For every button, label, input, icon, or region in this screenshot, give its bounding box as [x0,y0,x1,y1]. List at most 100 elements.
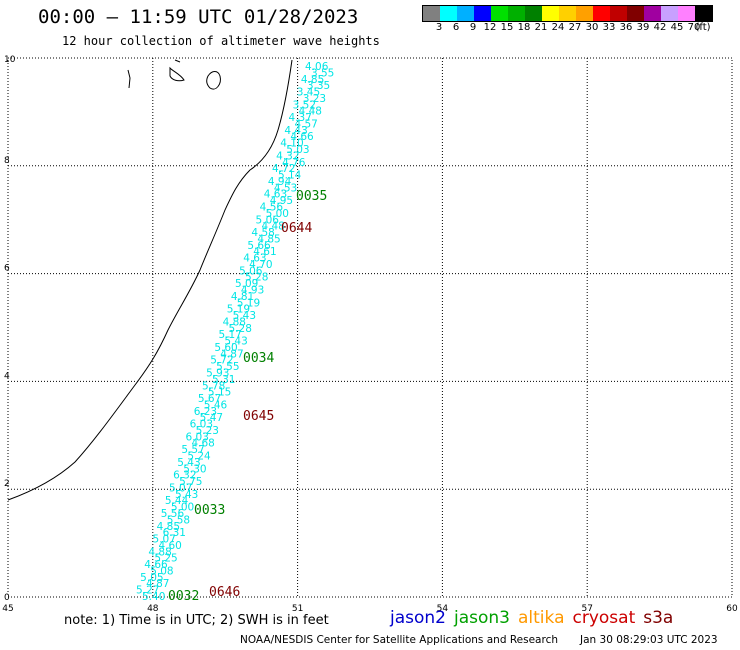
pass-time-label: 0646 [209,585,240,600]
color-swatch [542,6,559,21]
wave-height-value: 5.19 [237,297,260,309]
wave-height-value: 5.07 [153,534,176,546]
wave-height-value: 4.37 [289,112,312,124]
coastline-island-1 [127,69,131,89]
latitude-tick-label: 6 [4,264,10,274]
wave-height-value: 3.55 [311,67,334,79]
wave-height-value: 6.03 [186,431,209,443]
latitude-tick-label: 10 [4,55,16,65]
wave-height-value: 5.27 [136,585,159,597]
wave-height-value: 4.57 [294,118,317,130]
satellite-track: 4.063.554.853.353.453.233.524.484.374.57… [136,61,334,603]
color-scale-label: 12 [483,22,497,33]
wave-height-value: 5.00 [266,208,289,220]
wave-height-value: 6.32 [173,470,196,482]
wave-height-value: 5.55 [216,361,239,373]
wave-height-value: 5.17 [218,329,241,341]
wave-height-value: 4.66 [290,131,314,143]
wave-height-value: 5.66 [247,240,271,252]
color-scale-label: 24 [551,22,565,33]
wave-height-value: 4.88 [148,546,171,558]
wave-height-value: 5.07 [169,482,192,494]
wave-height-value: 5.72 [210,355,233,367]
pass-timestamps: 0035 0644 0034 0645 0033 0646 0032 [168,189,327,604]
wave-height-value: 5.08 [150,565,173,577]
wave-height-value: 5.06 [239,265,263,277]
wave-height-value: 5.44 [165,495,189,507]
color-scale-label: 39 [636,22,650,33]
color-scale-label: 21 [534,22,548,33]
wave-height-value: 4.66 [144,559,168,571]
longitude-tick-label: 57 [581,604,592,614]
wave-height-value: 5.28 [229,323,252,335]
wave-height-value: 5.78 [202,380,225,392]
wave-height-value: 3.23 [303,93,326,105]
wave-height-value: 5.40 [142,591,165,603]
longitude-tick-label: 60 [726,604,738,614]
wave-height-value: 5.60 [214,342,237,354]
wave-height-value: 5.75 [179,476,202,488]
wave-height-value: 5.43 [224,336,247,348]
credit-line: NOAA/NESDIS Center for Satellite Applica… [240,634,558,646]
legend-entry-altika: altika [518,608,565,628]
color-scale-label: 27 [568,22,582,33]
wave-height-value: 5.05 [140,572,163,584]
wave-height-value: 4.85 [257,233,280,245]
wave-height-value: 4.63 [264,189,287,201]
wave-height-value: 4.95 [270,195,293,207]
map-frame [7,57,733,598]
latitude-tick-label: 8 [4,156,10,166]
wave-height-value: 4.85 [157,521,180,533]
coastline-island-4 [206,71,221,90]
wave-height-value: 5.14 [278,170,302,182]
wave-height-value: 5.47 [200,412,223,424]
longitude-tick-label: 51 [292,604,303,614]
wave-height-value: 6.31 [163,527,186,539]
wave-height-value: 4.53 [274,182,297,194]
pass-time-label: 0032 [168,589,199,604]
color-swatch [695,6,712,21]
pass-time-label: 0644 [281,221,312,236]
map-grid [7,57,733,598]
wave-height-value: 4.87 [146,578,169,590]
pass-time-label: 0034 [243,351,274,366]
wave-height-value: 4.58 [251,227,274,239]
wave-height-value: 5.56 [161,508,185,520]
wave-height-value: 4.63 [243,253,266,265]
color-scale-labels: 3 6 9 12 15 18 21 24 27 30 33 36 39 42 45 70 (ft) [422,22,740,34]
legend-entry-jason3: jason3 [454,608,510,628]
wave-height-value: 4.32 [276,150,299,162]
wave-height-value: 4.85 [301,74,324,86]
color-swatch [525,6,542,21]
wave-height-value: 4.70 [249,259,272,271]
wave-height-value: 5.06 [256,214,280,226]
wave-height-value: 4.60 [158,540,181,552]
color-scale-label: 18 [517,22,531,33]
wave-height-value: 3.35 [307,80,330,92]
wave-height-value: 5.43 [175,489,198,501]
color-swatch [474,6,491,21]
wave-height-value: 5.58 [167,514,190,526]
wave-height-value: 5.67 [198,393,221,405]
wave-height-value: 5.09 [235,278,258,290]
wave-height-value: 4.48 [299,106,322,118]
wave-height-value: 5.57 [181,444,204,456]
coastline [7,59,293,501]
wave-height-value: 4.72 [272,163,295,175]
wave-height-value: 5.25 [154,553,177,565]
pass-time-label: 0035 [296,189,327,204]
wave-height-value: 5.30 [183,463,206,475]
latitude-tick-label: 0 [4,593,10,603]
longitude-tick-label: 48 [147,604,159,614]
coastline-island-3 [174,59,181,63]
color-scale-label: 30 [585,22,599,33]
wave-height-value: 4.68 [191,438,214,450]
wave-height-value: 6.03 [190,419,213,431]
wave-height-value: 5.23 [196,425,219,437]
color-swatch [661,6,678,21]
wave-height-value: 3.52 [293,99,316,111]
color-scale-label: 36 [619,22,633,33]
wave-height-value: 5.46 [204,399,228,411]
